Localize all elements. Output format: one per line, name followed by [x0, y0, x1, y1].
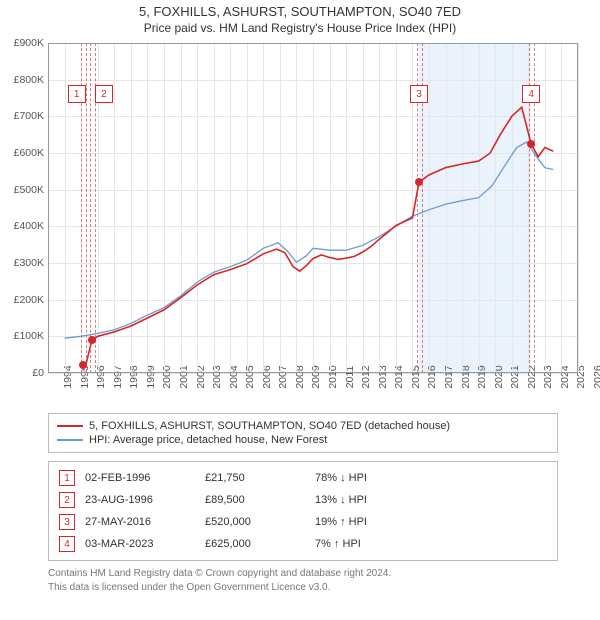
footer: Contains HM Land Registry data © Crown c… [48, 567, 558, 594]
sales-row-index: 1 [59, 470, 75, 486]
sales-row-date: 02-FEB-1996 [85, 472, 205, 484]
sales-row-price: £21,750 [205, 472, 315, 484]
legend-label: HPI: Average price, detached house, New … [89, 434, 327, 446]
y-axis-label: £200K [14, 294, 44, 306]
sale-dot [79, 361, 87, 369]
legend-label: 5, FOXHILLS, ASHURST, SOUTHAMPTON, SO40 … [89, 420, 450, 432]
x-axis-label: 2026 [578, 365, 600, 388]
chart-lines [48, 43, 578, 373]
y-axis-label: £400K [14, 220, 44, 232]
sale-dot [415, 178, 423, 186]
sales-table-row: 1 02-FEB-1996£21,75078% ↓ HPI [59, 470, 547, 486]
sale-marker-box: 3 [410, 85, 428, 103]
sale-marker-box: 2 [95, 85, 113, 103]
sales-row-index: 4 [59, 536, 75, 552]
sales-table-row: 2 23-AUG-1996£89,50013% ↓ HPI [59, 492, 547, 508]
chart-title-address: 5, FOXHILLS, ASHURST, SOUTHAMPTON, SO40 … [0, 4, 600, 19]
hpi-line [65, 142, 554, 338]
y-axis-label: £600K [14, 147, 44, 159]
sales-row-price: £625,000 [205, 538, 315, 550]
footer-line1: Contains HM Land Registry data © Crown c… [48, 567, 558, 581]
property-line [83, 107, 554, 365]
y-axis-label: £500K [14, 184, 44, 196]
y-axis-label: £0 [32, 367, 44, 379]
sales-table: 1 02-FEB-1996£21,75078% ↓ HPI 2 23-AUG-1996… [48, 461, 558, 561]
sales-row-index: 3 [59, 514, 75, 530]
y-axis-label: £100K [14, 330, 44, 342]
legend-item: 5, FOXHILLS, ASHURST, SOUTHAMPTON, SO40 … [57, 420, 549, 432]
legend: 5, FOXHILLS, ASHURST, SOUTHAMPTON, SO40 … [48, 413, 558, 453]
sales-row-date: 23-AUG-1996 [85, 494, 205, 506]
sales-row-delta: 7% ↑ HPI [315, 538, 415, 550]
plot-area: £0£100K£200K£300K£400K£500K£600K£700K£80… [48, 43, 578, 373]
sales-row-delta: 13% ↓ HPI [315, 494, 415, 506]
sale-dot [527, 140, 535, 148]
chart-titles: 5, FOXHILLS, ASHURST, SOUTHAMPTON, SO40 … [0, 0, 600, 35]
sales-row-price: £520,000 [205, 516, 315, 528]
chart-subtitle: Price paid vs. HM Land Registry's House … [0, 21, 600, 35]
legend-item: HPI: Average price, detached house, New … [57, 434, 549, 446]
legend-swatch [57, 439, 83, 441]
sales-row-price: £89,500 [205, 494, 315, 506]
sale-dot [88, 336, 96, 344]
sale-marker-box: 1 [68, 85, 86, 103]
footer-line2: This data is licensed under the Open Gov… [48, 581, 558, 595]
sales-row-date: 27-MAY-2016 [85, 516, 205, 528]
sales-row-date: 03-MAR-2023 [85, 538, 205, 550]
gridline-v [578, 43, 579, 373]
y-axis-label: £300K [14, 257, 44, 269]
chart-container: 5, FOXHILLS, ASHURST, SOUTHAMPTON, SO40 … [0, 0, 600, 594]
sales-row-index: 2 [59, 492, 75, 508]
y-axis-label: £900K [14, 37, 44, 49]
legend-swatch [57, 425, 83, 427]
y-axis-label: £700K [14, 110, 44, 122]
sales-table-row: 3 27-MAY-2016£520,00019% ↑ HPI [59, 514, 547, 530]
sales-table-row: 4 03-MAR-2023£625,0007% ↑ HPI [59, 536, 547, 552]
y-axis-label: £800K [14, 74, 44, 86]
sales-row-delta: 78% ↓ HPI [315, 472, 415, 484]
sales-row-delta: 19% ↑ HPI [315, 516, 415, 528]
sale-marker-box: 4 [522, 85, 540, 103]
